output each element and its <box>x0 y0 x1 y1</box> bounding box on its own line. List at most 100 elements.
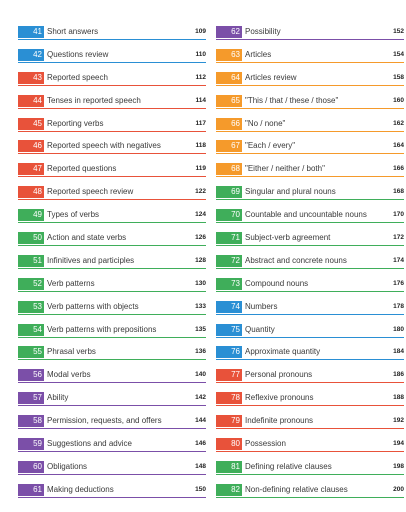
toc-entry[interactable]: 52 Verb patterns 130 <box>18 277 206 292</box>
toc-entry[interactable]: 58 Permission, requests, and offers 144 <box>18 415 206 430</box>
page-number: 166 <box>393 165 404 173</box>
unit-title: Infinitives and participles <box>47 255 135 265</box>
toc-entry[interactable]: 56 Modal verbs 140 <box>18 369 206 384</box>
underline-rule <box>216 107 404 109</box>
toc-entry[interactable]: 45 Reporting verbs 117 <box>18 117 206 132</box>
unit-title: Short answers <box>47 27 99 36</box>
unit-title: Ability <box>47 393 69 403</box>
toc-entry[interactable]: 70 Countable and uncountable nouns 170 <box>216 209 404 224</box>
underline-rule <box>18 245 206 247</box>
unit-title: Verb patterns <box>47 278 95 288</box>
unit-number-badge: 51 <box>18 254 44 267</box>
toc-entry[interactable]: 48 Reported speech review 122 <box>18 186 206 201</box>
underline-rule <box>216 496 404 498</box>
toc-entry[interactable]: 81 Defining relative clauses 198 <box>216 460 404 475</box>
toc-entry[interactable]: 62 Possibility 152 <box>216 26 404 40</box>
unit-number-badge: 46 <box>18 140 44 153</box>
toc-entry[interactable]: 82 Non-defining relative clauses 200 <box>216 483 404 498</box>
toc-entry[interactable]: 68 "Either / neither / both" 166 <box>216 163 404 178</box>
toc-entry[interactable]: 60 Obligations 148 <box>18 460 206 475</box>
page-number: 198 <box>393 462 404 470</box>
toc-entry[interactable]: 65 "This / that / these / those" 160 <box>216 94 404 109</box>
toc-entry[interactable]: 51 Infinitives and participles 128 <box>18 254 206 269</box>
underline-rule <box>18 199 206 201</box>
underline-rule <box>18 382 206 384</box>
page-number: 135 <box>195 325 206 333</box>
toc-entry[interactable]: 49 Types of verbs 124 <box>18 209 206 224</box>
unit-title: Articles <box>245 49 272 59</box>
toc-entry[interactable]: 61 Making deductions 150 <box>18 483 206 498</box>
page-number: 140 <box>195 371 206 379</box>
unit-number-badge: 44 <box>18 94 44 107</box>
unit-title: Reported speech <box>47 72 108 82</box>
page-number: 170 <box>393 211 404 219</box>
unit-number-badge: 45 <box>18 117 44 130</box>
toc-entry[interactable]: 76 Approximate quantity 184 <box>216 346 404 361</box>
page-number: 178 <box>393 302 404 310</box>
unit-title: Reflexive pronouns <box>245 393 314 403</box>
toc-entry[interactable]: 41 Short answers 109 <box>18 26 206 40</box>
underline-rule <box>18 130 206 132</box>
page-number: 142 <box>195 394 206 402</box>
unit-title: Reported speech review <box>47 187 134 197</box>
underline-rule <box>18 496 206 498</box>
page-number: 174 <box>393 256 404 264</box>
page-number: 128 <box>195 256 206 264</box>
toc-entry[interactable]: 53 Verb patterns with objects 133 <box>18 300 206 315</box>
toc-entry[interactable]: 67 "Each / every" 164 <box>216 140 404 155</box>
unit-title: "No / none" <box>245 118 286 128</box>
unit-title: Subject-verb agreement <box>245 233 331 243</box>
page-number: 119 <box>195 165 207 173</box>
toc-left-column: 41 Short answers 109 42 Questions review 110 4… <box>18 26 206 507</box>
page-number: 172 <box>393 234 404 242</box>
toc-entry[interactable]: 46 Reported speech with negatives 118 <box>18 140 206 155</box>
unit-title: Indefinite pronouns <box>245 416 314 426</box>
unit-title: Numbers <box>245 301 278 311</box>
unit-title: Compound nouns <box>245 278 309 288</box>
unit-title: Permission, requests, and offers <box>47 416 162 426</box>
toc-entry[interactable]: 63 Articles 154 <box>216 48 404 63</box>
unit-title: Personal pronouns <box>245 370 313 380</box>
unit-number-badge: 58 <box>18 415 44 428</box>
toc-entry[interactable]: 47 Reported questions 119 <box>18 163 207 178</box>
page-number: 176 <box>393 279 404 287</box>
toc-entry[interactable]: 50 Action and state verbs 126 <box>18 232 206 247</box>
toc-entry[interactable]: 57 Ability 142 <box>18 392 206 407</box>
underline-rule <box>18 359 206 361</box>
toc-entry[interactable]: 73 Compound nouns 176 <box>216 277 404 292</box>
toc-entry[interactable]: 75 Quantity 180 <box>216 323 404 338</box>
underline-rule <box>18 451 206 453</box>
toc-entry[interactable]: 74 Numbers 178 <box>216 300 404 315</box>
toc-entry[interactable]: 79 Indefinite pronouns 192 <box>216 415 404 430</box>
toc-entry[interactable]: 55 Phrasal verbs 136 <box>18 346 206 361</box>
underline-rule <box>216 130 404 132</box>
unit-title: Tenses in reported speech <box>47 95 141 105</box>
toc-entry[interactable]: 64 Articles review 158 <box>216 71 404 86</box>
unit-number-badge: 43 <box>18 71 44 84</box>
toc-entry[interactable]: 59 Suggestions and advice 146 <box>18 438 206 453</box>
unit-title: Verb patterns with prepositions <box>47 324 157 334</box>
unit-title: Non-defining relative clauses <box>245 484 348 494</box>
toc-entry[interactable]: 69 Singular and plural nouns 168 <box>216 186 404 201</box>
toc-entry[interactable]: 71 Subject-verb agreement 172 <box>216 232 404 247</box>
page-number: 148 <box>195 462 206 470</box>
toc-entry[interactable]: 44 Tenses in reported speech 114 <box>18 94 206 109</box>
page-number: 168 <box>393 188 404 196</box>
unit-number-badge: 77 <box>216 369 242 382</box>
page-number: 160 <box>393 96 404 104</box>
underline-rule <box>216 153 404 155</box>
underline-rule <box>216 267 404 269</box>
toc-entry[interactable]: 42 Questions review 110 <box>18 48 206 63</box>
underline-rule <box>216 84 404 86</box>
unit-title: Obligations <box>47 461 88 471</box>
toc-entry[interactable]: 43 Reported speech 112 <box>18 71 207 86</box>
toc-entry[interactable]: 78 Reflexive pronouns 188 <box>216 392 404 407</box>
toc-entry[interactable]: 66 "No / none" 162 <box>216 117 404 132</box>
toc-entry[interactable]: 54 Verb patterns with prepositions 135 <box>18 323 206 338</box>
toc-right-column: 62 Possibility 152 63 Articles 154 64 Articles … <box>216 26 404 507</box>
underline-rule <box>18 176 206 178</box>
toc-entry[interactable]: 80 Possession 194 <box>216 438 404 453</box>
toc-entry[interactable]: 72 Abstract and concrete nouns 174 <box>216 254 404 269</box>
page-number: 112 <box>195 73 207 81</box>
toc-entry[interactable]: 77 Personal pronouns 186 <box>216 369 404 384</box>
